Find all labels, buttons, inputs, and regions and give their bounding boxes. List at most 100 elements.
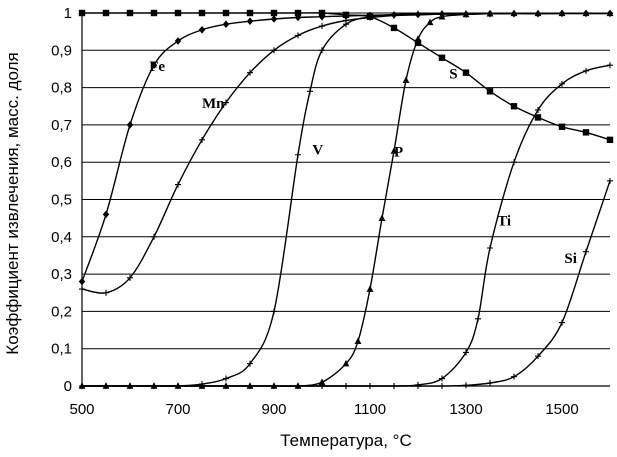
series-s-data-point [342, 11, 350, 19]
series-s-data-point [582, 129, 590, 136]
series-s-data-point [126, 9, 134, 17]
series-mn-data-point [247, 69, 253, 76]
series-label-s: S [449, 66, 457, 82]
series-p-data-point [426, 18, 434, 26]
series-mn-data-point [271, 47, 277, 54]
series-mn-data-point [319, 23, 325, 30]
series-s-data-point [102, 9, 110, 17]
series-v-data-point [307, 88, 313, 95]
series-fe-data-point [270, 15, 278, 23]
series-v-data-point [391, 11, 397, 18]
x-tick-label: 900 [261, 401, 286, 418]
series-p-data-point [390, 147, 398, 154]
series-v-data-point [247, 360, 253, 367]
series-fe-data-point [222, 20, 230, 28]
series-ti-data-point [607, 62, 613, 69]
series-fe-data-point [174, 37, 182, 45]
series-label-si: Si [564, 251, 577, 267]
series-line-s [81, 12, 611, 141]
series-s-data-point [390, 24, 398, 32]
series-p-data-point [342, 359, 350, 367]
x-tick-label: 700 [165, 401, 190, 418]
series-v-data-point [223, 375, 229, 382]
series-p-data-point [318, 378, 326, 386]
y-tick-label: 0 [64, 378, 72, 395]
series-line-si [82, 180, 611, 387]
series-si-data-point [559, 319, 565, 326]
series-ti-data-point [487, 244, 493, 251]
series-p-data-point [402, 76, 410, 83]
series-ti-data-point [559, 80, 565, 87]
y-tick-label: 0,6 [51, 154, 72, 171]
series-p-data-point [354, 337, 362, 345]
series-fe-data-point [246, 17, 254, 26]
series-p-data-point [534, 9, 542, 17]
series-v-data-point [343, 21, 349, 28]
series-si-data-point [607, 177, 613, 184]
series-ti-data-point [439, 375, 445, 382]
series-p-data-point [438, 12, 446, 20]
series-s-data-point [414, 39, 422, 47]
series-label-mn: Mn [202, 96, 225, 112]
series-fe-data-point [102, 210, 110, 219]
series-s-data-point [438, 54, 446, 61]
series-line-ti [82, 64, 611, 387]
series-p-data-point [462, 10, 470, 18]
x-axis-label: Температура, °C [280, 431, 411, 450]
series-label-fe: Fe [149, 59, 165, 75]
series-p-data-point [582, 9, 590, 17]
y-tick-label: 0,5 [51, 192, 72, 209]
series-s-data-point [558, 123, 566, 130]
series-label-p: P [394, 145, 403, 161]
series-ti-data-point [583, 67, 589, 74]
x-tick-label: 500 [69, 401, 94, 418]
y-tick-label: 0,4 [51, 229, 72, 246]
x-tick-label: 1100 [354, 401, 386, 418]
axes [81, 13, 610, 387]
series-si-data-point [535, 353, 541, 360]
series-s-data-point [366, 13, 374, 20]
y-axis-label: Коэффициент извлечения, масс. доля [3, 52, 22, 354]
series-s-data-point [294, 9, 302, 17]
y-tick-label: 0,2 [51, 303, 72, 320]
y-tick-label: 0,9 [51, 42, 72, 59]
series-si-data-point [463, 382, 469, 389]
series-si-data-point [487, 380, 493, 387]
series-mn-data-point [127, 274, 133, 281]
series-label-ti: Ti [497, 214, 511, 230]
series-v-data-point [295, 151, 301, 158]
series-p-data-point [606, 9, 614, 17]
y-tick-label: 0,7 [51, 117, 72, 134]
y-tick-label: 0,3 [51, 266, 72, 283]
y-tick-label: 0,8 [51, 80, 72, 97]
series-si-data-point [583, 248, 589, 255]
y-tick-label: 1 [64, 5, 72, 22]
series-s-data-point [534, 114, 542, 121]
y-tick-label: 0,1 [51, 341, 72, 358]
series-v-data-point [415, 10, 421, 17]
series-fe-data-point [198, 25, 206, 34]
series-v-data-point [319, 47, 325, 54]
series-ti-data-point [475, 315, 481, 322]
series-labels: Fe Mn V P S Ti Si [149, 59, 577, 267]
series-mn-data-point [223, 99, 229, 106]
series-s-data-point [222, 9, 230, 17]
series-ti-data-point [463, 349, 469, 356]
series-v-data-point [271, 308, 277, 315]
series-s-data-point [318, 9, 326, 17]
series-s-data-point [486, 88, 494, 95]
series-p-data-point [558, 9, 566, 17]
series-mn-data-point [295, 32, 301, 39]
series-ti-data-point [511, 159, 517, 166]
series-p-data-point [510, 9, 518, 17]
series-label-v: V [312, 143, 323, 159]
series-p-data-point [486, 9, 494, 17]
series-si-data-point [511, 373, 517, 380]
series-mn-data-point [103, 289, 109, 296]
series-p-data-point [366, 285, 374, 292]
series-ti-data-point [535, 106, 541, 113]
series-s-data-point [270, 9, 278, 17]
series-s-data-point [246, 9, 254, 17]
series-mn-data-point [199, 136, 205, 143]
